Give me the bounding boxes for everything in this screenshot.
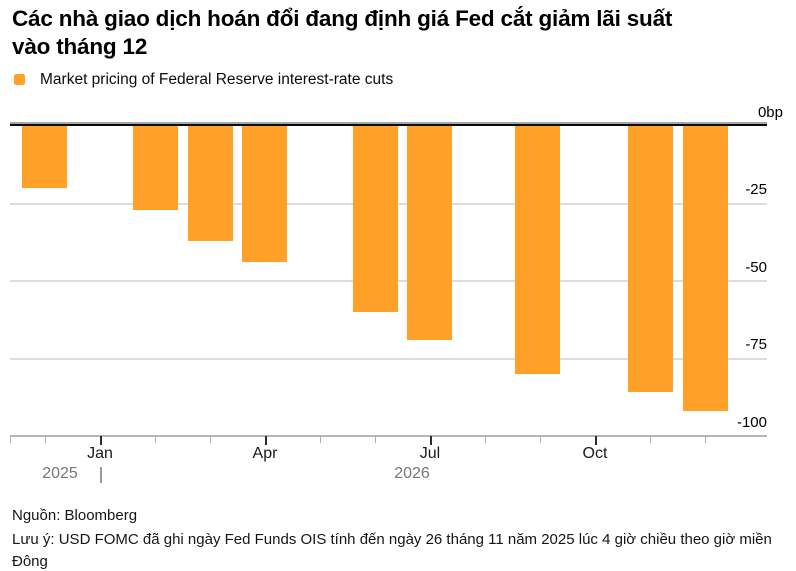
x-axis-minor-tick <box>210 436 211 443</box>
x-axis-minor-tick <box>540 436 541 443</box>
year-separator <box>100 467 102 483</box>
y-axis-label-minus50: -50 <box>745 259 767 276</box>
x-axis-minor-tick <box>45 436 46 443</box>
zero-axis-line <box>10 124 767 126</box>
bar-dec-2026 <box>683 126 728 411</box>
x-axis-label-jan: Jan <box>87 445 113 462</box>
x-axis-major-tick <box>265 436 267 445</box>
x-axis-major-tick <box>100 436 102 445</box>
legend-label: Market pricing of Federal Reserve intere… <box>40 71 394 88</box>
y-axis-label-minus100: -100 <box>736 414 767 431</box>
legend-swatch <box>14 74 25 85</box>
chart-footer: Nguồn: Bloomberg Lưu ý: USD FOMC đã ghi … <box>12 505 774 571</box>
x-axis-minor-tick <box>155 436 156 443</box>
bar-apr-2026 <box>242 126 287 262</box>
y-axis-label-minus25: -25 <box>745 181 767 198</box>
year-label-2026: 2026 <box>394 465 430 482</box>
page-title-line2: vào tháng 12 <box>12 34 148 59</box>
zero-line-shadow <box>10 122 767 124</box>
x-axis-baseline <box>10 435 767 437</box>
x-axis-minor-tick <box>10 436 11 443</box>
y-axis-label-0bp: 0bp <box>757 104 783 121</box>
footnote-text: Lưu ý: USD FOMC đã ghi ngày Fed Funds OI… <box>12 530 772 571</box>
x-axis-minor-tick <box>485 436 486 443</box>
x-axis-label-oct: Oct <box>582 445 608 462</box>
page-title-line1: Các nhà giao dịch hoán đổi đang định giá… <box>12 6 673 31</box>
bar-dec-2025 <box>22 126 67 188</box>
bar-nov-2026 <box>628 126 673 392</box>
y-axis-label-minus75: -75 <box>745 336 767 353</box>
bar-jul-2026 <box>407 126 452 340</box>
x-axis-major-tick <box>595 436 597 445</box>
gridline-minus-75 <box>10 358 767 360</box>
source-text: Nguồn: Bloomberg <box>12 507 138 524</box>
bar-feb-2026 <box>133 126 178 210</box>
x-axis-major-tick <box>430 436 432 445</box>
x-axis-minor-tick <box>320 436 321 443</box>
x-axis-minor-tick <box>375 436 376 443</box>
x-axis-minor-tick <box>705 436 706 443</box>
x-axis-label-jul: Jul <box>419 445 441 462</box>
x-axis-minor-tick <box>650 436 651 443</box>
bar-jun-2026 <box>353 126 398 312</box>
year-label-2025: 2025 <box>42 465 78 482</box>
bar-sep-2026 <box>515 126 560 374</box>
bar-mar-2026 <box>188 126 233 241</box>
page-title: Các nhà giao dịch hoán đổi đang định giá… <box>12 5 672 61</box>
x-axis-label-apr: Apr <box>252 445 278 462</box>
